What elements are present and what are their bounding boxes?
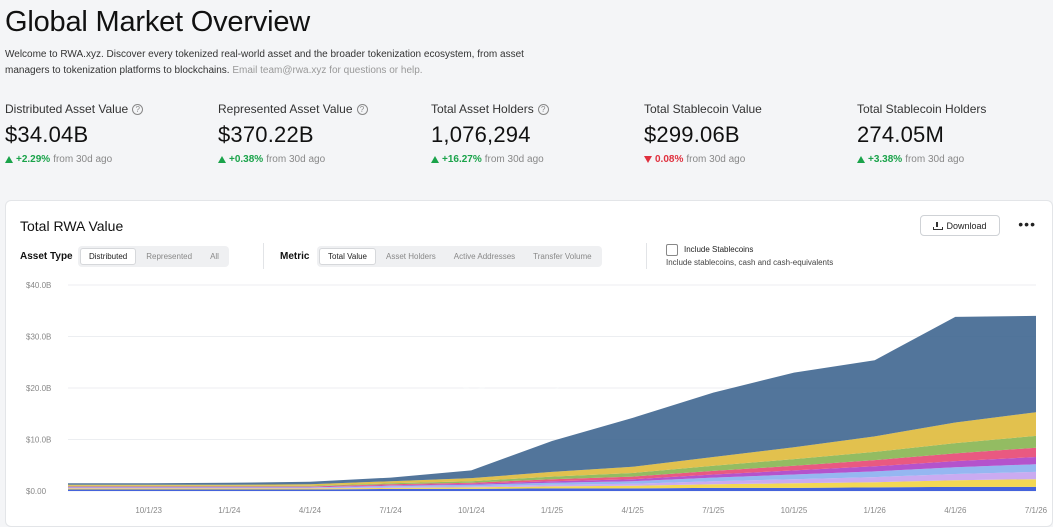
arrow-up-icon — [5, 156, 13, 163]
x-axis-ticks: 10/1/23 1/1/24 4/1/24 7/1/24 10/1/24 1/1/25 4/… — [135, 506, 1047, 515]
asset-type-label: Asset Type — [20, 251, 73, 262]
x-tick-label: 10/1/24 — [458, 506, 485, 515]
info-icon[interactable]: ? — [537, 103, 549, 115]
asset-type-option-all[interactable]: All — [210, 252, 219, 261]
info-icon[interactable]: ? — [356, 103, 368, 115]
arrow-up-icon — [857, 156, 865, 163]
metric-value: 1,076,294 — [431, 122, 531, 147]
x-tick-label: 10/1/23 — [135, 506, 162, 515]
metric-change: +3.38% — [868, 154, 903, 165]
x-tick-label: 4/1/24 — [299, 506, 322, 515]
x-tick-label: 1/1/24 — [218, 506, 241, 515]
rwa-watermark: rwa .xyz — [458, 359, 569, 393]
x-tick-label: 7/1/26 — [1025, 506, 1048, 515]
metric-change-suffix: from 30d ago — [905, 154, 965, 165]
metric-value: $34.04B — [5, 122, 89, 147]
watermark-suffix: .xyz — [544, 373, 570, 389]
include-stablecoins-checkbox[interactable] — [666, 244, 678, 256]
metric-option-total-value[interactable]: Total Value — [319, 248, 376, 265]
arrow-up-icon — [431, 156, 439, 163]
metric-change-suffix: from 30d ago — [484, 154, 544, 165]
metric-value: 274.05M — [857, 122, 945, 147]
x-tick-label: 7/1/25 — [702, 506, 725, 515]
metric-change-suffix: from 30d ago — [53, 154, 113, 165]
area-series-9 — [68, 315, 1036, 485]
intro-text: Welcome to RWA.xyz. Discover every token… — [5, 47, 565, 79]
x-tick-label: 10/1/25 — [781, 506, 808, 515]
metric-change-suffix: from 30d ago — [686, 154, 746, 165]
metric-selector: Total Value Asset Holders Active Address… — [317, 246, 602, 267]
metric-change: +16.27% — [442, 154, 482, 165]
metrics-row: Distributed Asset Value? $34.04B +2.29% f… — [5, 102, 1053, 172]
download-button[interactable]: Download — [920, 215, 1000, 236]
asset-type-option-represented[interactable]: Represented — [146, 252, 193, 261]
filter-divider — [263, 243, 264, 269]
asset-type-selector: Distributed Represented All — [78, 246, 229, 267]
arrow-up-icon — [218, 156, 226, 163]
metric-distributed-asset-value: Distributed Asset Value? $34.04B +2.29% f… — [5, 102, 215, 165]
y-tick-label: $40.0B — [26, 281, 51, 290]
x-tick-label: 1/1/26 — [864, 506, 887, 515]
metric-total-stablecoin-holders: Total Stablecoin Holders 274.05M +3.38% f… — [857, 102, 1053, 165]
x-tick-label: 4/1/26 — [944, 506, 967, 515]
metric-change-suffix: from 30d ago — [266, 154, 326, 165]
more-options-button[interactable]: ••• — [1018, 216, 1036, 232]
download-icon — [933, 221, 944, 230]
y-tick-label: $10.0B — [26, 436, 51, 445]
metric-represented-asset-value: Represented Asset Value? $370.22B +0.38%… — [218, 102, 428, 165]
metric-change: +2.29% — [16, 154, 51, 165]
area-series-1 — [68, 486, 1036, 491]
metric-label: Total Stablecoin Holders — [857, 102, 987, 116]
arrow-down-icon — [644, 156, 652, 163]
page-title: Global Market Overview — [5, 6, 311, 38]
area-series-8 — [68, 412, 1036, 486]
area-series-5 — [68, 457, 1036, 488]
metric-label: Total Asset Holders — [431, 102, 534, 116]
x-tick-label: 7/1/24 — [380, 506, 403, 515]
x-tick-label: 1/1/25 — [541, 506, 564, 515]
y-tick-label: $30.0B — [26, 333, 51, 342]
metric-label: Distributed Asset Value — [5, 102, 129, 116]
card-title: Total RWA Value — [20, 218, 124, 234]
metric-option-active-addresses[interactable]: Active Addresses — [453, 252, 516, 261]
y-tick-label: $20.0B — [26, 384, 51, 393]
filter-divider — [646, 243, 647, 269]
metric-change: +0.38% — [229, 154, 264, 165]
include-stablecoins-label[interactable]: Include Stablecoins — [684, 245, 754, 254]
info-icon[interactable]: ? — [132, 103, 144, 115]
area-series-3 — [68, 471, 1036, 489]
metric-value: $299.06B — [644, 122, 740, 147]
metric-total-stablecoin-value: Total Stablecoin Value $299.06B 0.08% fro… — [644, 102, 854, 165]
rwa-value-chart: $0.00 $10.0B $20.0B $30.0B $40.0B 10/1/23 1/1… — [26, 281, 1048, 515]
area-series-7 — [68, 435, 1036, 487]
total-rwa-value-card: Total RWA Value Download ••• Asset Type … — [5, 200, 1053, 527]
download-label: Download — [946, 220, 987, 231]
intro-email-note[interactable]: Email team@rwa.xyz for questions or help… — [232, 65, 423, 76]
y-tick-label: $0.00 — [26, 487, 47, 496]
asset-type-option-distributed[interactable]: Distributed — [80, 248, 137, 265]
area-series-2 — [68, 479, 1036, 490]
metric-option-transfer-volume[interactable]: Transfer Volume — [533, 252, 592, 261]
area-layers — [68, 315, 1036, 491]
metric-label: Metric — [280, 251, 310, 262]
y-axis-ticks: $0.00 $10.0B $20.0B $30.0B $40.0B — [26, 281, 51, 496]
x-tick-label: 4/1/25 — [622, 506, 645, 515]
metric-change: 0.08% — [655, 154, 684, 165]
metric-option-asset-holders[interactable]: Asset Holders — [386, 252, 436, 261]
metric-value: $370.22B — [218, 122, 314, 147]
watermark-text: rwa — [493, 359, 542, 392]
intro-description: Welcome to RWA.xyz. Discover every token… — [5, 49, 524, 76]
area-series-4 — [68, 464, 1036, 488]
area-series-6 — [68, 447, 1036, 487]
metric-total-asset-holders: Total Asset Holders? 1,076,294 +16.27% fr… — [431, 102, 641, 165]
include-stablecoins-description: Include stablecoins, cash and cash-equiv… — [666, 258, 834, 267]
metric-label: Represented Asset Value — [218, 102, 353, 116]
metric-label: Total Stablecoin Value — [644, 102, 762, 116]
rwa-logo-icon — [458, 360, 490, 392]
